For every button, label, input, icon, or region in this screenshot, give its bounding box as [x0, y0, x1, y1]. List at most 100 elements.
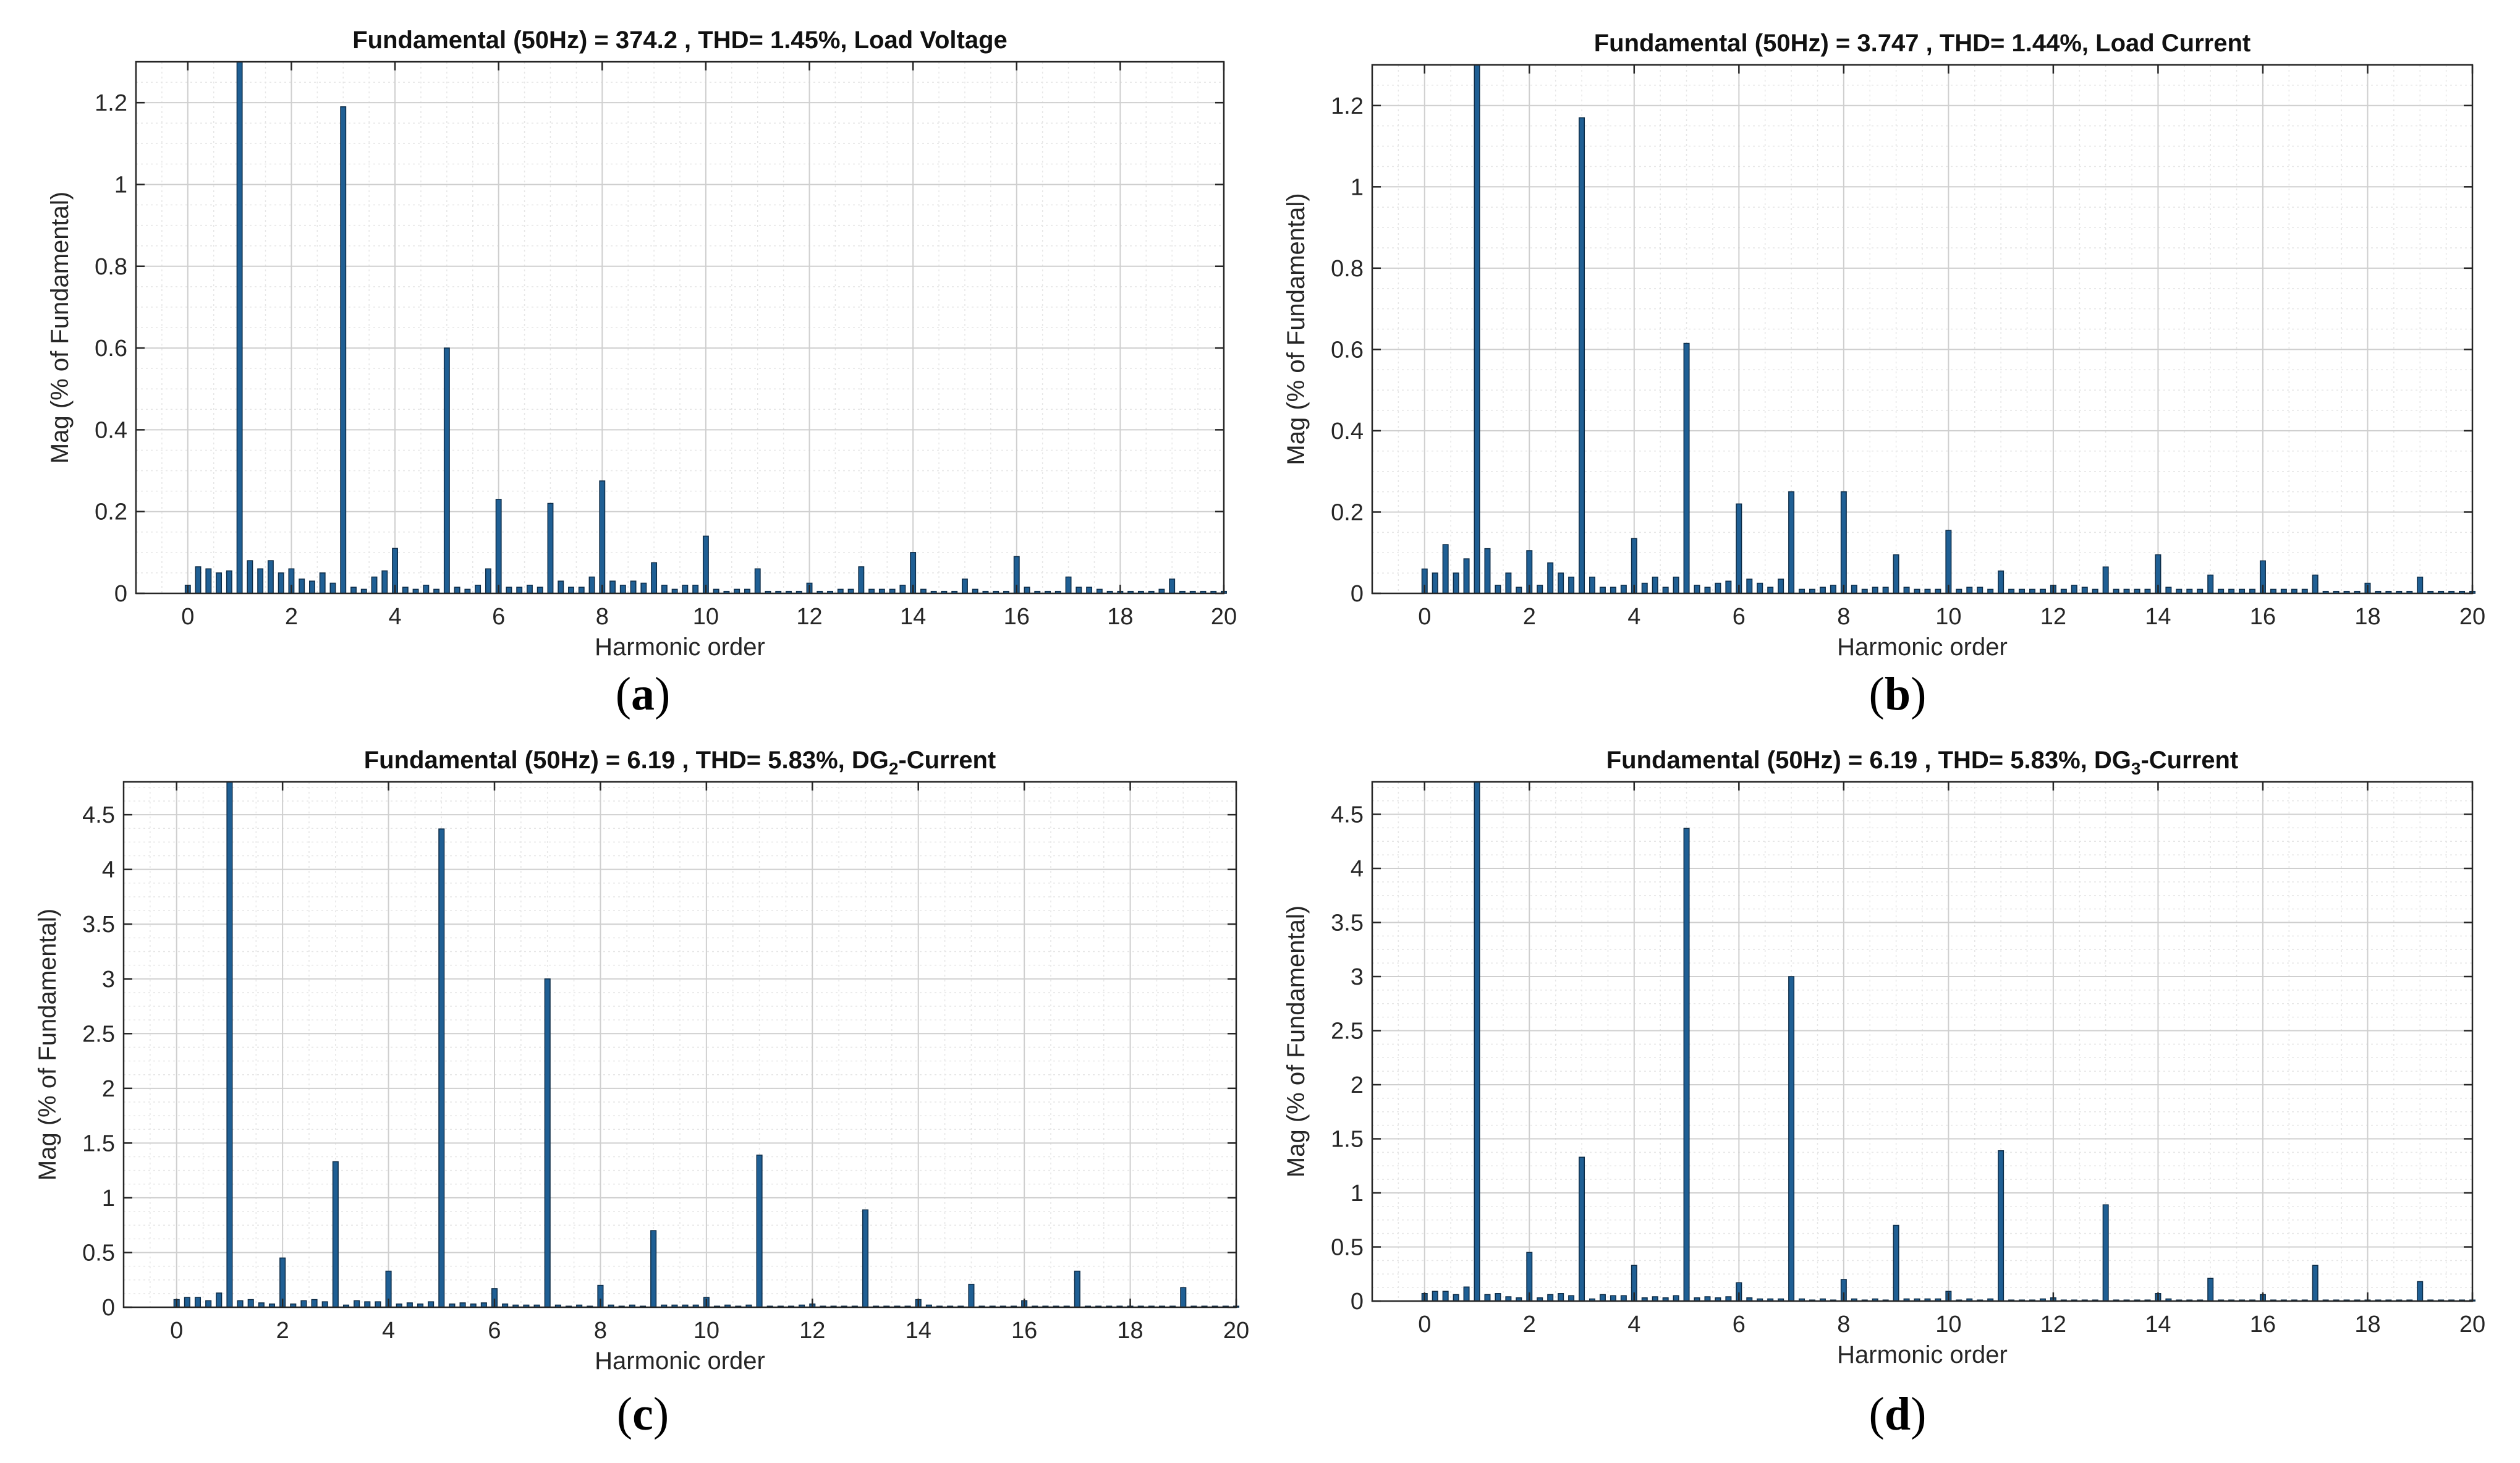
x-tick-label: 6: [492, 604, 505, 630]
bar: [1746, 579, 1753, 594]
bar: [2207, 574, 2214, 594]
chart-title-text: Fundamental (50Hz) = 374.2 , THD= 1.45%,…: [352, 27, 1008, 54]
y-tick-label: 4.5: [82, 802, 115, 828]
x-axis-label: Harmonic order: [1837, 634, 2008, 661]
x-tick-label: 0: [1418, 1312, 1431, 1338]
bar: [1558, 1293, 1564, 1302]
x-tick-label: 4: [388, 604, 401, 630]
bar: [527, 585, 533, 594]
bar: [375, 1301, 381, 1308]
y-tick-label: 4: [102, 857, 115, 883]
bar: [1620, 585, 1627, 594]
x-tick-label: 16: [2250, 1312, 2276, 1338]
bar: [661, 585, 668, 594]
bar: [329, 582, 336, 594]
chart-title: Fundamental (50Hz) = 6.19 , THD= 5.83%, …: [1606, 747, 2239, 778]
bar: [1484, 548, 1491, 594]
x-tick-label: 12: [2040, 1312, 2066, 1338]
y-tick-label: 3: [1351, 964, 1364, 990]
bar: [1453, 572, 1459, 594]
y-tick-label: 3.5: [1331, 910, 1364, 936]
bar: [1683, 828, 1690, 1302]
y-tick-label: 0.4: [1331, 418, 1364, 444]
panel-label-c: (c): [616, 1388, 669, 1440]
bar: [236, 61, 243, 594]
x-tick-label: 10: [694, 1318, 719, 1344]
bar: [1715, 582, 1721, 594]
bar: [1169, 579, 1176, 594]
bar: [962, 579, 968, 594]
y-tick-label: 2.5: [82, 1021, 115, 1047]
y-tick-label: 0.5: [1331, 1235, 1364, 1261]
bar: [2417, 1281, 2424, 1302]
bar: [1767, 587, 1774, 594]
bar: [1484, 1294, 1491, 1302]
y-tick-label: 1.2: [1331, 93, 1364, 119]
y-tick-label: 1: [114, 172, 127, 198]
bar: [1893, 554, 1899, 594]
x-tick-label: 18: [2354, 1312, 2380, 1338]
bar: [1432, 572, 1438, 594]
bar: [319, 572, 326, 594]
bars: [173, 781, 1240, 1308]
bar: [226, 781, 233, 1308]
bar: [1610, 1295, 1616, 1302]
x-tick-label: 6: [1733, 604, 1746, 630]
x-tick-label: 14: [2145, 604, 2171, 630]
y-tick-label: 2: [1351, 1072, 1364, 1098]
bar: [692, 585, 699, 594]
y-axis-label: Mag (% of Fundamental): [1286, 193, 1310, 465]
x-tick-label: 12: [796, 604, 822, 630]
bar: [195, 566, 202, 594]
tick-marks: [1372, 65, 2474, 595]
y-tick-label: 3.5: [82, 912, 115, 938]
bar: [2165, 587, 2172, 594]
bar: [1547, 562, 1554, 594]
chart-title: Fundamental (50Hz) = 6.19 , THD= 5.83%, …: [364, 747, 996, 778]
y-tick-label: 2.5: [1331, 1019, 1364, 1045]
bar: [1568, 1295, 1575, 1302]
bar: [1620, 1295, 1627, 1302]
x-tick-label: 4: [1627, 1312, 1640, 1338]
bar: [1579, 1156, 1585, 1302]
x-tick-label: 14: [900, 604, 926, 630]
axes-box: [122, 781, 1237, 1308]
bar: [226, 570, 232, 594]
axes-box: [1371, 64, 2474, 595]
chart-dg3-current: 0 2 4 6 8 10 12 14 16 18 20 0 0.5 1 1.5 2 2.5 3 3.5 4 4.5 Har…: [1286, 747, 2485, 1368]
y-tick-label: 3: [102, 967, 115, 993]
tick-marks: [1372, 782, 2474, 1302]
bar: [599, 480, 606, 594]
bar: [194, 1297, 202, 1308]
bar: [247, 1299, 254, 1308]
x-tick-label: 8: [596, 604, 609, 630]
bar: [1840, 491, 1847, 594]
x-tick-label: 10: [693, 604, 719, 630]
chart-title-text: Fundamental (50Hz) = 6.19 , THD= 5.83%, …: [1606, 747, 2131, 774]
bar: [544, 978, 551, 1308]
x-tick-label: 18: [1117, 1318, 1143, 1344]
bar: [1819, 587, 1826, 594]
bar: [299, 579, 305, 594]
x-tick-label: 20: [2459, 1312, 2485, 1338]
x-tick-label: 20: [1223, 1318, 1249, 1344]
y-tick-label: 0: [102, 1295, 115, 1321]
bar: [619, 585, 626, 594]
bar: [184, 1297, 190, 1308]
bar: [2081, 587, 2088, 594]
bar: [1453, 1294, 1459, 1302]
y-tick-label: 1: [1351, 1181, 1364, 1206]
bar: [485, 568, 491, 594]
bar: [1893, 1224, 1899, 1302]
panel-label-a-text: a: [631, 668, 655, 720]
bar: [1736, 503, 1742, 594]
x-tick-label: 0: [170, 1318, 183, 1344]
y-axis-label: Mag (% of Fundamental): [49, 192, 74, 464]
y-tick-label: 1.2: [95, 90, 127, 116]
bar: [1442, 1291, 1449, 1302]
panel-label-c-text: c: [632, 1388, 653, 1440]
bar: [506, 587, 512, 594]
bar: [1558, 572, 1564, 594]
bar: [1505, 572, 1512, 594]
x-axis-label: Harmonic order: [595, 1347, 765, 1375]
